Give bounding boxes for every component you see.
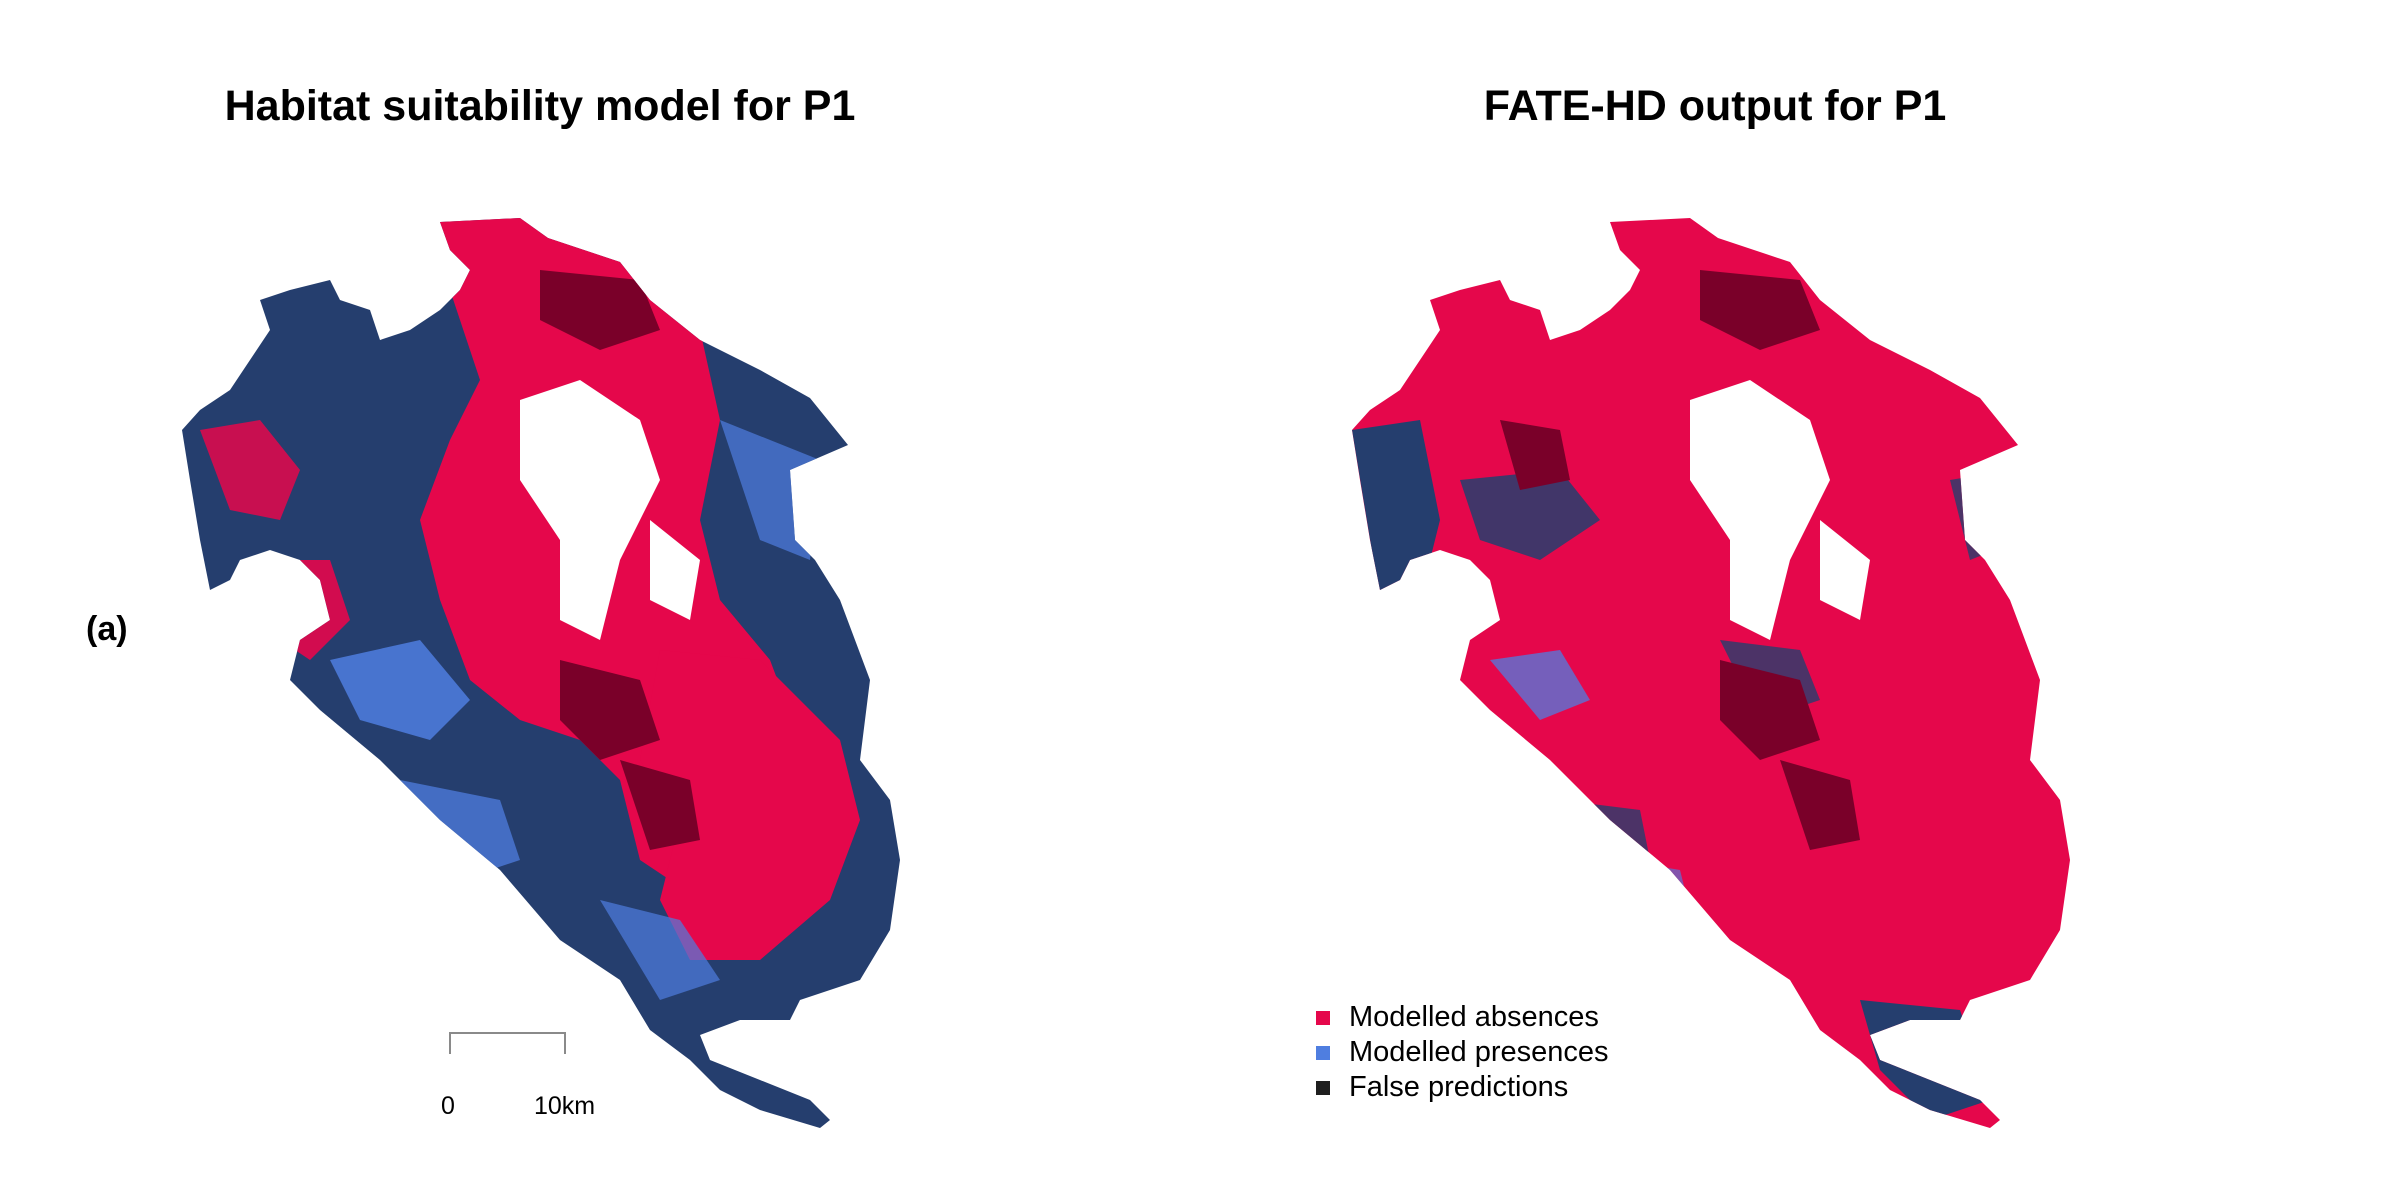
- left-map-title: Habitat suitability model for P1: [224, 82, 856, 130]
- legend-item-absences: Modelled absences: [1316, 1000, 1609, 1035]
- legend-label-absences: Modelled absences: [1349, 1001, 1599, 1033]
- legend-swatch-false-predictions: [1316, 1080, 1330, 1095]
- panel-label: (a): [86, 610, 128, 648]
- legend-label-presences: Modelled presences: [1349, 1036, 1609, 1068]
- scale-bar-end-label: 10km: [534, 1092, 596, 1120]
- legend-swatch-absences: [1316, 1010, 1330, 1025]
- scale-bar-end-tick: [564, 1032, 566, 1054]
- legend-item-presences: Modelled presences: [1316, 1035, 1609, 1070]
- scale-bar-line: [449, 1032, 566, 1034]
- right-map-title: FATE-HD output for P1: [1483, 82, 1947, 130]
- legend-item-false-predictions: False predictions: [1316, 1070, 1609, 1105]
- legend-label-false-predictions: False predictions: [1349, 1071, 1569, 1103]
- scale-bar: [449, 1032, 566, 1056]
- map-legend: Modelled absences Modelled presences Fal…: [1316, 1000, 1609, 1105]
- scale-bar-start-tick: [449, 1032, 451, 1054]
- scale-bar-start-label: 0: [441, 1092, 455, 1120]
- legend-swatch-presences: [1316, 1045, 1330, 1060]
